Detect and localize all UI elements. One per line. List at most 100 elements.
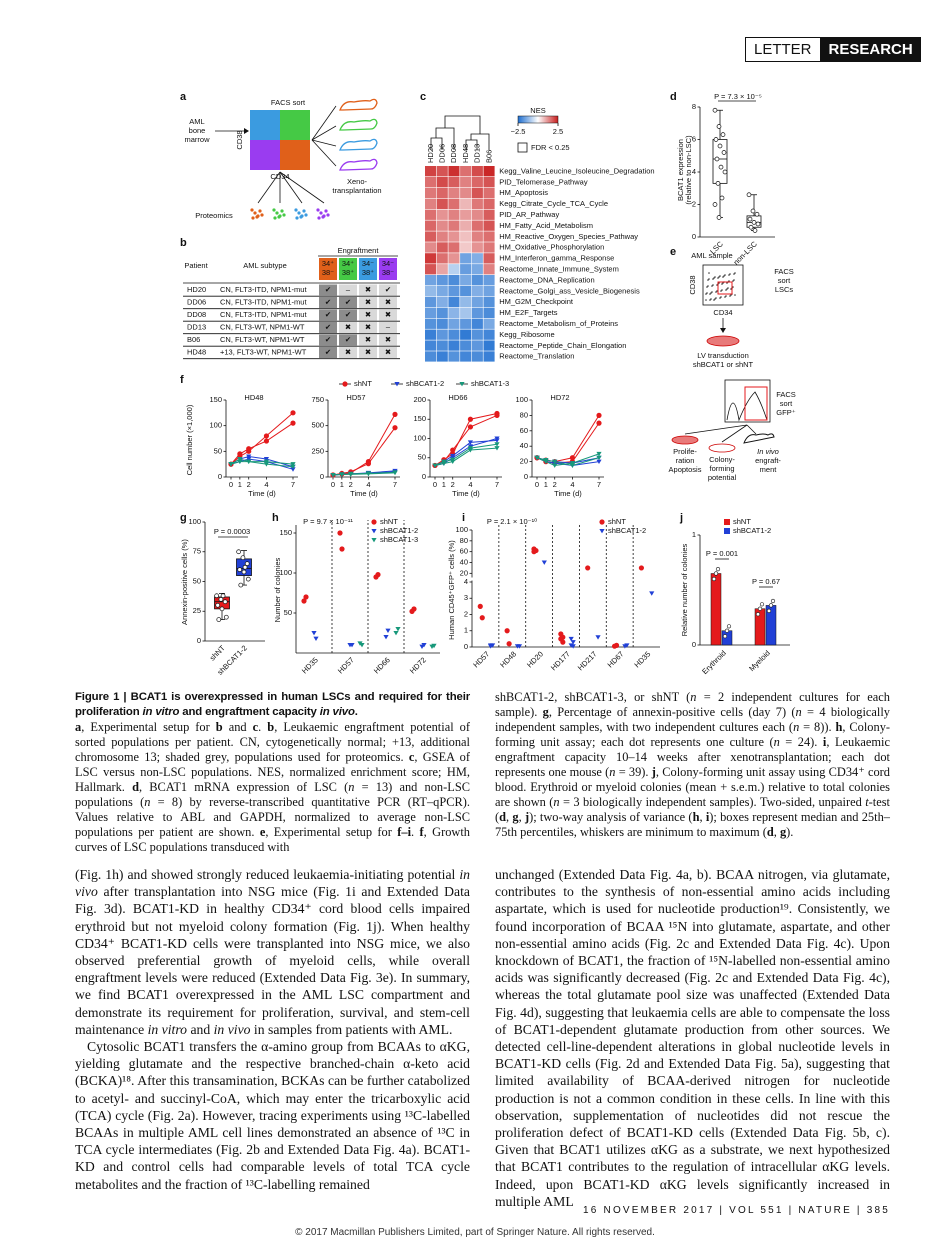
label: CD38	[235, 130, 244, 149]
heatmap-cell	[483, 296, 495, 308]
heatmap-cell	[448, 285, 460, 297]
mouse-icon	[339, 138, 378, 151]
x-tick-label: shNT	[208, 643, 227, 662]
data-point	[236, 549, 241, 555]
pathway-label: Reactome_Golgi_ass_Vesicle_Biogenesis	[499, 286, 640, 295]
facs-dot	[714, 298, 716, 300]
data-point	[748, 224, 754, 230]
legend-label: shBCAT1-2	[733, 526, 771, 535]
text-run: ); boxes represent median and 25th–75th …	[495, 810, 890, 839]
label: Colony-	[709, 455, 735, 464]
data-point	[494, 436, 500, 441]
text-run: c	[252, 720, 259, 734]
heatmap-cell	[471, 296, 483, 308]
footer-copyright: © 2017 Macmillan Publishers Limited, par…	[295, 1227, 655, 1238]
heatmap-cell	[460, 275, 472, 286]
dish	[706, 335, 740, 347]
facs-dot	[713, 277, 715, 279]
heatmap-cell	[483, 253, 495, 264]
y-tick-label: 150	[209, 395, 222, 404]
label: AML subtype	[243, 261, 287, 270]
y-tick-label: 80	[520, 410, 528, 419]
engraftment-mark: ✖	[365, 347, 372, 356]
data-point	[222, 599, 228, 605]
heatmap-cell	[436, 242, 448, 253]
cell-shade	[319, 334, 337, 346]
label: NES	[530, 106, 545, 115]
x-tick-label: 2	[349, 480, 353, 489]
arrow	[720, 328, 726, 333]
text-run: i	[822, 735, 827, 749]
protein-blob	[280, 209, 284, 213]
label: GFP⁺	[776, 408, 795, 417]
facs-dot	[710, 292, 712, 294]
data-point	[716, 124, 722, 129]
facs-dot	[724, 274, 726, 276]
data-point	[337, 530, 343, 536]
cell-shade	[319, 297, 337, 308]
heatmap-cell	[460, 176, 472, 188]
text-run: , Experimental setup for	[265, 825, 398, 839]
data-point	[568, 636, 574, 642]
x-tick-label: non-LSC	[732, 239, 760, 267]
data-point	[375, 571, 381, 578]
data-point	[392, 470, 398, 475]
protein-blob	[272, 208, 276, 212]
text-run: = 8)).	[799, 720, 836, 734]
pathway-label: HM_E2F_Targets	[499, 308, 558, 317]
data-point	[487, 644, 494, 649]
mouse-icon	[339, 98, 378, 111]
sample-label: HD20	[426, 144, 435, 163]
data-point	[494, 442, 500, 447]
series-line	[536, 415, 600, 463]
y-tick-label: 0	[692, 232, 696, 241]
data-point	[237, 567, 243, 572]
data-point	[237, 459, 243, 464]
protein-blob	[326, 213, 330, 217]
cell-shade	[339, 309, 357, 321]
data-point	[649, 591, 655, 596]
label: sort	[778, 276, 791, 285]
label: 34⁺	[322, 259, 334, 268]
heatmap-cell	[483, 176, 495, 188]
data-point	[720, 132, 726, 137]
y-tick-label: 1	[464, 626, 468, 635]
cell-shade	[379, 347, 397, 358]
heatmap-cell	[425, 285, 437, 297]
y-tick-label: 3	[464, 593, 468, 602]
data-point	[459, 382, 465, 387]
text-run: ,	[506, 810, 513, 824]
heatmap-cell	[448, 351, 460, 362]
cell-shade	[359, 297, 377, 308]
fdr-box	[517, 142, 528, 153]
facs-dot	[705, 299, 707, 301]
heatmap-cell	[448, 209, 460, 220]
footer-issue: 16 NOVEMBER 2017 | VOL 551 | NATURE | 38…	[583, 1205, 890, 1216]
heatmap-cell	[460, 231, 472, 242]
data-point	[263, 457, 270, 462]
protein-blob	[319, 211, 323, 215]
data-point	[747, 216, 753, 222]
data-point	[371, 538, 377, 543]
data-point	[349, 643, 355, 648]
heatmap-cell	[460, 296, 472, 308]
text-run: n	[553, 795, 560, 809]
sample-label: DD13	[473, 144, 482, 163]
running-header: LETTER RESEARCH	[745, 37, 921, 62]
engraftment-mark: ✖	[365, 297, 372, 306]
text-run: , Growth curves of LSC populations trans…	[75, 825, 470, 854]
cell-shade	[339, 284, 357, 296]
legend-swatch	[724, 528, 730, 534]
facs-dot	[730, 294, 732, 296]
heatmap-cell	[436, 187, 448, 199]
body-left: (Fig. 1h) and showed strongly reduced le…	[75, 866, 470, 1193]
data-point	[755, 221, 761, 227]
plot-title: HD48	[244, 393, 263, 402]
text-run: h	[835, 720, 843, 734]
data-point	[290, 464, 296, 470]
gfp-curve	[726, 391, 768, 422]
protein-blob	[250, 208, 254, 212]
data-point	[238, 582, 244, 588]
data-point	[718, 164, 724, 170]
data-point	[504, 628, 510, 634]
